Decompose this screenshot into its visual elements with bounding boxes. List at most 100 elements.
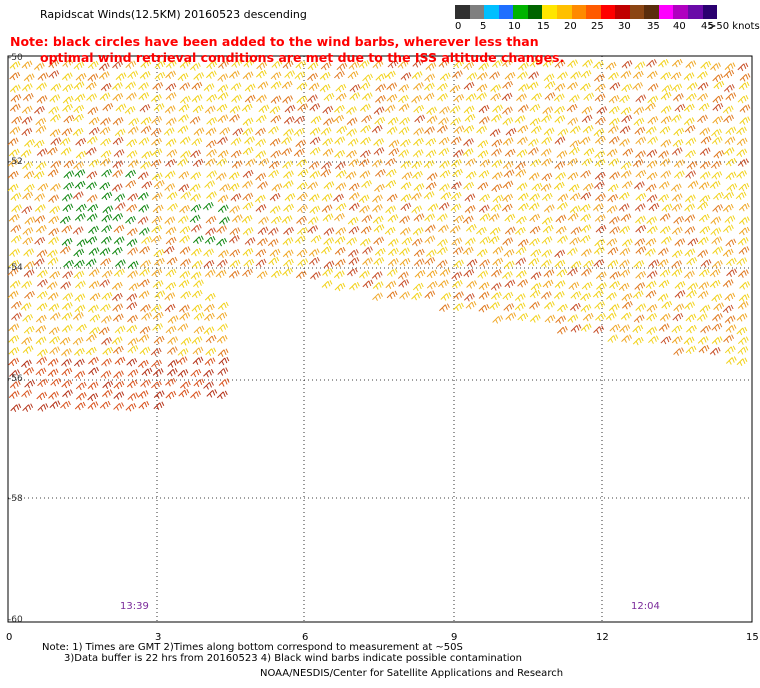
wind-barb: [361, 114, 372, 124]
wind-barb: [491, 159, 503, 168]
wind-barb: [59, 137, 71, 146]
wind-barb: [307, 216, 319, 225]
wind-barb: [399, 257, 411, 267]
wind-barb: [387, 238, 399, 247]
wind-barb: [217, 367, 229, 376]
wind-barb: [398, 83, 410, 93]
wind-barb: [153, 248, 165, 258]
wind-barb: [140, 59, 152, 69]
wind-barb: [217, 84, 229, 93]
wind-barb: [453, 214, 465, 224]
wind-barb: [388, 139, 400, 148]
wind-barb: [371, 124, 383, 134]
wind-barb: [593, 325, 604, 334]
wind-barb: [151, 137, 162, 147]
wind-barb: [151, 215, 163, 225]
wind-barb: [725, 356, 737, 365]
wind-barb: [541, 192, 553, 202]
wind-barb: [126, 138, 138, 148]
wind-barb: [373, 106, 385, 115]
wind-barb: [138, 227, 150, 236]
wind-barb: [125, 169, 136, 179]
wind-barb: [699, 194, 711, 204]
wind-barb: [413, 258, 425, 267]
wind-barb: [423, 92, 435, 102]
wind-barb: [204, 180, 216, 189]
wind-barb: [425, 249, 437, 258]
wind-barb: [646, 160, 658, 169]
wind-barb: [411, 95, 422, 104]
wind-barb: [178, 183, 190, 193]
wind-barb: [466, 280, 478, 289]
wind-barb: [49, 94, 61, 103]
wind-barb: [193, 378, 205, 388]
wind-barb: [62, 292, 74, 301]
wind-barb: [347, 249, 359, 258]
wind-barb: [101, 337, 112, 346]
wind-barb: [296, 158, 308, 168]
wind-barb: [114, 325, 126, 334]
wind-barb: [166, 368, 178, 377]
wind-barb: [47, 257, 59, 266]
wind-barb: [490, 291, 502, 301]
wind-barb: [217, 301, 229, 311]
wind-barb: [594, 73, 605, 83]
wind-barb: [579, 234, 591, 244]
wind-barb: [50, 160, 62, 169]
wind-barb: [386, 93, 398, 103]
wind-barb: [424, 126, 435, 135]
wind-barb: [88, 280, 100, 289]
wind-barb: [165, 60, 177, 69]
wind-barb: [98, 71, 110, 80]
wind-barb: [73, 358, 85, 368]
wind-barb: [544, 80, 556, 90]
wind-barb: [128, 117, 140, 127]
wind-barb: [348, 202, 360, 211]
wind-barb: [22, 345, 34, 354]
wind-barb: [88, 158, 100, 168]
colorbar-segment: [469, 5, 485, 19]
wind-barb: [309, 146, 321, 156]
wind-barb: [517, 192, 529, 202]
colorbar-label: 15: [537, 21, 550, 32]
wind-barb: [202, 201, 214, 211]
wind-barb: [7, 170, 19, 180]
wind-barb: [61, 224, 73, 234]
wind-barb: [661, 203, 673, 212]
wind-barb: [358, 158, 370, 167]
wind-barb: [555, 225, 567, 235]
wind-barb: [373, 138, 385, 147]
wind-barb: [504, 71, 516, 81]
wind-barb: [320, 127, 332, 136]
wind-barb: [22, 313, 34, 323]
y-tick-label: -56: [8, 374, 23, 384]
wind-barb: [255, 150, 267, 159]
wind-barb: [683, 117, 695, 126]
wind-barb: [709, 279, 721, 289]
wind-barb: [659, 125, 671, 135]
wind-barb: [241, 215, 253, 224]
wind-barb: [424, 290, 436, 299]
wind-barb: [502, 291, 514, 301]
wind-barb: [345, 171, 357, 180]
colorbar-label: 35: [647, 21, 660, 32]
wind-barb: [609, 271, 621, 280]
wind-barb: [229, 114, 240, 123]
wind-barb: [114, 193, 126, 202]
wind-barb: [424, 213, 436, 222]
wind-barb: [528, 71, 540, 80]
wind-barb: [179, 136, 191, 145]
wind-barb: [127, 392, 139, 401]
wind-barb: [644, 102, 656, 112]
wind-barb: [73, 81, 85, 90]
wind-barb: [595, 224, 607, 234]
wind-barb: [141, 312, 152, 321]
wind-barb: [478, 204, 490, 213]
wind-barb: [632, 82, 643, 91]
wind-barb: [270, 81, 282, 90]
wind-barb: [437, 238, 448, 248]
wind-barb: [450, 117, 461, 126]
wind-barb: [320, 61, 332, 71]
wind-barb: [165, 158, 176, 168]
wind-barb: [657, 59, 669, 68]
